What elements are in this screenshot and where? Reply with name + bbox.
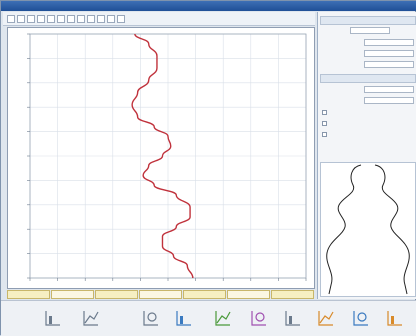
scale-icon[interactable] <box>385 308 405 328</box>
line-tool-icon[interactable] <box>249 308 269 328</box>
property-value-field[interactable] <box>364 61 414 68</box>
grid-icon[interactable] <box>47 15 55 23</box>
status-cell <box>271 290 314 299</box>
trend-icon[interactable] <box>141 308 161 328</box>
panel-header-value-row <box>320 26 416 35</box>
fit-icon[interactable] <box>37 15 45 23</box>
checkbox-box[interactable] <box>322 132 327 138</box>
bar-chart-icon-axes <box>176 311 191 326</box>
help-icon[interactable] <box>107 15 115 23</box>
status-cell <box>183 290 226 299</box>
marker-icon[interactable] <box>316 308 336 328</box>
panel-header <box>320 16 416 25</box>
settings-icon[interactable] <box>97 15 105 23</box>
layer-icon[interactable] <box>213 308 233 328</box>
layer-icon-trend <box>216 311 231 324</box>
property-value-field[interactable] <box>364 86 414 93</box>
grid-chart-icon-axes <box>285 311 300 326</box>
option-checkbox[interactable] <box>320 108 416 117</box>
bottom-toolbar <box>1 300 416 336</box>
property-value-field[interactable] <box>364 50 414 57</box>
marker-icon-trend <box>319 311 334 324</box>
series-line-0 <box>131 33 194 279</box>
window-title-bar[interactable] <box>1 1 416 11</box>
copy-icon[interactable] <box>77 15 85 23</box>
status-cell <box>95 290 138 299</box>
plot-area[interactable] <box>7 27 315 289</box>
panel-header-value[interactable] <box>350 27 390 34</box>
chart-grid <box>29 33 307 279</box>
axis-icon-bar <box>49 316 52 324</box>
section-header <box>320 74 416 83</box>
bar-chart-icon[interactable] <box>174 308 194 328</box>
bar-chart-icon-bar <box>180 316 183 324</box>
option-checkbox[interactable] <box>320 130 416 139</box>
trend-icon-marker <box>147 312 157 322</box>
property-row <box>320 60 416 69</box>
line-chart <box>27 33 307 281</box>
status-cell <box>227 290 270 299</box>
status-cell <box>7 290 50 299</box>
property-row <box>320 38 416 47</box>
plot-toolbar <box>3 12 315 26</box>
grid-chart-icon[interactable] <box>283 308 303 328</box>
scale-icon-bar <box>391 316 394 324</box>
property-value-field[interactable] <box>364 97 414 104</box>
ruler-icon[interactable] <box>57 15 65 23</box>
print-icon[interactable] <box>67 15 75 23</box>
axis-icon[interactable] <box>43 308 63 328</box>
profile-preview-shape <box>326 164 410 295</box>
properties-panel <box>317 12 416 299</box>
checkbox-box[interactable] <box>322 110 327 116</box>
status-cell <box>51 290 94 299</box>
view-icon[interactable] <box>351 308 371 328</box>
status-row <box>7 290 315 299</box>
trend-icon-axes <box>143 311 158 326</box>
export-icon[interactable] <box>87 15 95 23</box>
property-value-field[interactable] <box>364 39 414 46</box>
property-row <box>320 96 416 105</box>
property-row <box>320 49 416 58</box>
view-icon-marker <box>357 312 367 322</box>
chart-axis-icon[interactable] <box>81 308 101 328</box>
option-checkbox[interactable] <box>320 119 416 128</box>
chart-axis-icon-axes <box>83 311 98 326</box>
zoom-out-icon[interactable] <box>17 15 25 23</box>
axis-icon-axes <box>45 311 60 326</box>
status-cell <box>139 290 182 299</box>
layer-icon-axes <box>215 311 230 326</box>
grid-chart-icon-bar <box>289 316 292 324</box>
view-icon-axes <box>353 311 368 326</box>
line-tool-icon-marker <box>255 312 265 322</box>
pan-icon[interactable] <box>27 15 35 23</box>
checkbox-box[interactable] <box>322 121 327 127</box>
zoom-in-icon[interactable] <box>7 15 15 23</box>
property-row <box>320 85 416 94</box>
profile-preview <box>320 162 416 297</box>
chart-axis-icon-trend <box>84 311 99 324</box>
marker-icon-axes <box>318 311 333 326</box>
line-tool-icon-axes <box>251 311 266 326</box>
close-icon[interactable] <box>117 15 125 23</box>
scale-icon-axes <box>387 311 402 326</box>
